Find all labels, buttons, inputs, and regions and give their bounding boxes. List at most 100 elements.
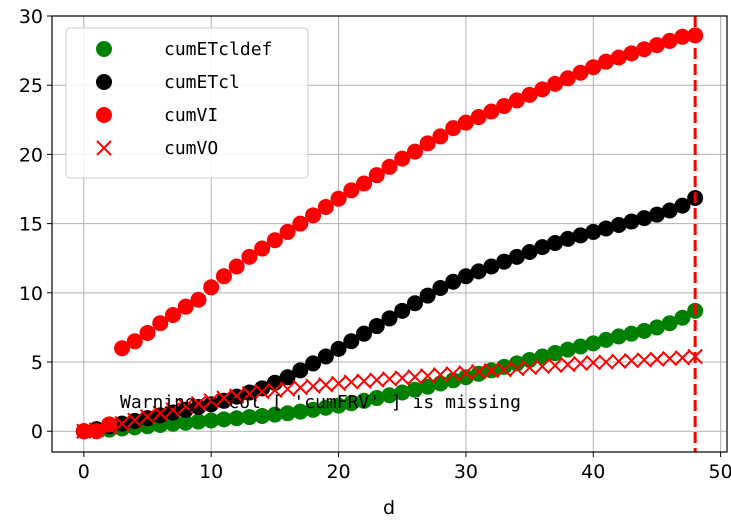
data-point xyxy=(623,352,640,369)
data-point xyxy=(254,380,271,397)
data-point xyxy=(547,345,564,362)
data-point xyxy=(560,356,576,373)
data-point xyxy=(547,234,564,251)
legend-entry: cumVO xyxy=(96,138,218,159)
data-point xyxy=(241,386,258,402)
data-point xyxy=(114,340,131,357)
data-point xyxy=(445,120,462,137)
data-point xyxy=(266,232,283,249)
data-point xyxy=(483,103,500,120)
data-point xyxy=(164,415,181,432)
data-point xyxy=(636,210,653,227)
data-point xyxy=(572,355,589,372)
data-point xyxy=(661,315,678,332)
warning-annotation: Warning : col [ 'cumFRV' ] is missing xyxy=(120,392,521,413)
data-point xyxy=(432,128,449,145)
data-point xyxy=(101,416,118,433)
data-point xyxy=(636,352,652,368)
data-point xyxy=(585,355,601,371)
y-tick-label: 20 xyxy=(19,144,43,166)
data-point xyxy=(190,399,207,416)
data-point xyxy=(76,423,92,439)
legend-label: cumVO xyxy=(164,138,218,159)
data-point xyxy=(661,32,678,49)
x-axis-ticks: 0 10 20 30 40 50 xyxy=(78,452,731,483)
data-point xyxy=(368,318,385,335)
data-point xyxy=(215,392,232,409)
data-point xyxy=(152,407,169,424)
data-point xyxy=(407,369,423,385)
data-point xyxy=(585,335,602,352)
data-point xyxy=(457,268,474,285)
data-point xyxy=(114,415,130,432)
legend: cumETcldef cumETcl cumVI cumVO xyxy=(65,27,309,179)
data-point xyxy=(674,28,691,45)
data-point xyxy=(547,357,563,374)
legend-label: cumVI xyxy=(164,105,218,126)
data-point xyxy=(177,414,194,431)
data-point xyxy=(343,374,359,390)
data-point xyxy=(508,355,525,372)
data-point xyxy=(636,322,653,339)
data-point xyxy=(674,197,691,214)
data-point xyxy=(305,207,322,224)
data-point xyxy=(139,324,156,341)
data-point xyxy=(559,70,576,87)
data-point xyxy=(483,258,500,275)
data-point xyxy=(317,199,334,216)
data-point xyxy=(648,37,665,54)
data-point xyxy=(368,390,385,407)
data-point xyxy=(126,333,143,350)
data-point xyxy=(674,350,691,366)
data-point xyxy=(534,358,551,375)
y-axis-ticks: 0 5 10 15 20 25 30 xyxy=(19,6,52,443)
data-point xyxy=(381,371,398,387)
data-point xyxy=(508,248,525,265)
data-point xyxy=(534,348,551,365)
data-point xyxy=(598,354,614,370)
data-point xyxy=(127,412,143,428)
data-point xyxy=(623,45,640,62)
data-point xyxy=(496,358,513,375)
data-point xyxy=(356,392,373,409)
data-point xyxy=(674,309,691,326)
data-point xyxy=(406,295,423,312)
data-point xyxy=(381,158,398,175)
data-point xyxy=(598,220,615,237)
data-point xyxy=(279,381,296,397)
data-point xyxy=(496,253,513,270)
data-point xyxy=(419,135,436,152)
data-point xyxy=(649,351,665,367)
data-point xyxy=(445,372,462,389)
data-point xyxy=(279,369,296,386)
data-point xyxy=(394,150,411,167)
data-point xyxy=(611,353,627,370)
x-tick-label: 30 xyxy=(454,461,478,483)
series-cumVO xyxy=(76,348,703,439)
data-point xyxy=(534,81,551,98)
data-point xyxy=(648,206,665,223)
y-tick-label: 0 xyxy=(31,421,43,443)
data-point xyxy=(369,372,385,388)
data-point xyxy=(318,377,334,393)
data-point xyxy=(458,365,474,381)
x-axis-label: d xyxy=(383,497,395,519)
data-point xyxy=(406,381,423,398)
data-point xyxy=(279,223,296,240)
data-point xyxy=(648,319,665,336)
data-point xyxy=(470,364,487,380)
data-point xyxy=(279,405,296,422)
data-point xyxy=(406,143,423,160)
data-point xyxy=(266,406,283,423)
data-point xyxy=(305,401,322,418)
y-tick-label: 15 xyxy=(19,214,43,236)
data-point xyxy=(215,268,232,285)
data-point xyxy=(394,370,410,386)
data-point xyxy=(228,258,245,275)
data-point xyxy=(228,410,245,427)
legend-marker xyxy=(96,41,112,57)
data-point xyxy=(623,213,640,230)
data-point xyxy=(292,379,309,396)
y-tick-label: 25 xyxy=(19,75,43,97)
data-point xyxy=(330,397,347,414)
